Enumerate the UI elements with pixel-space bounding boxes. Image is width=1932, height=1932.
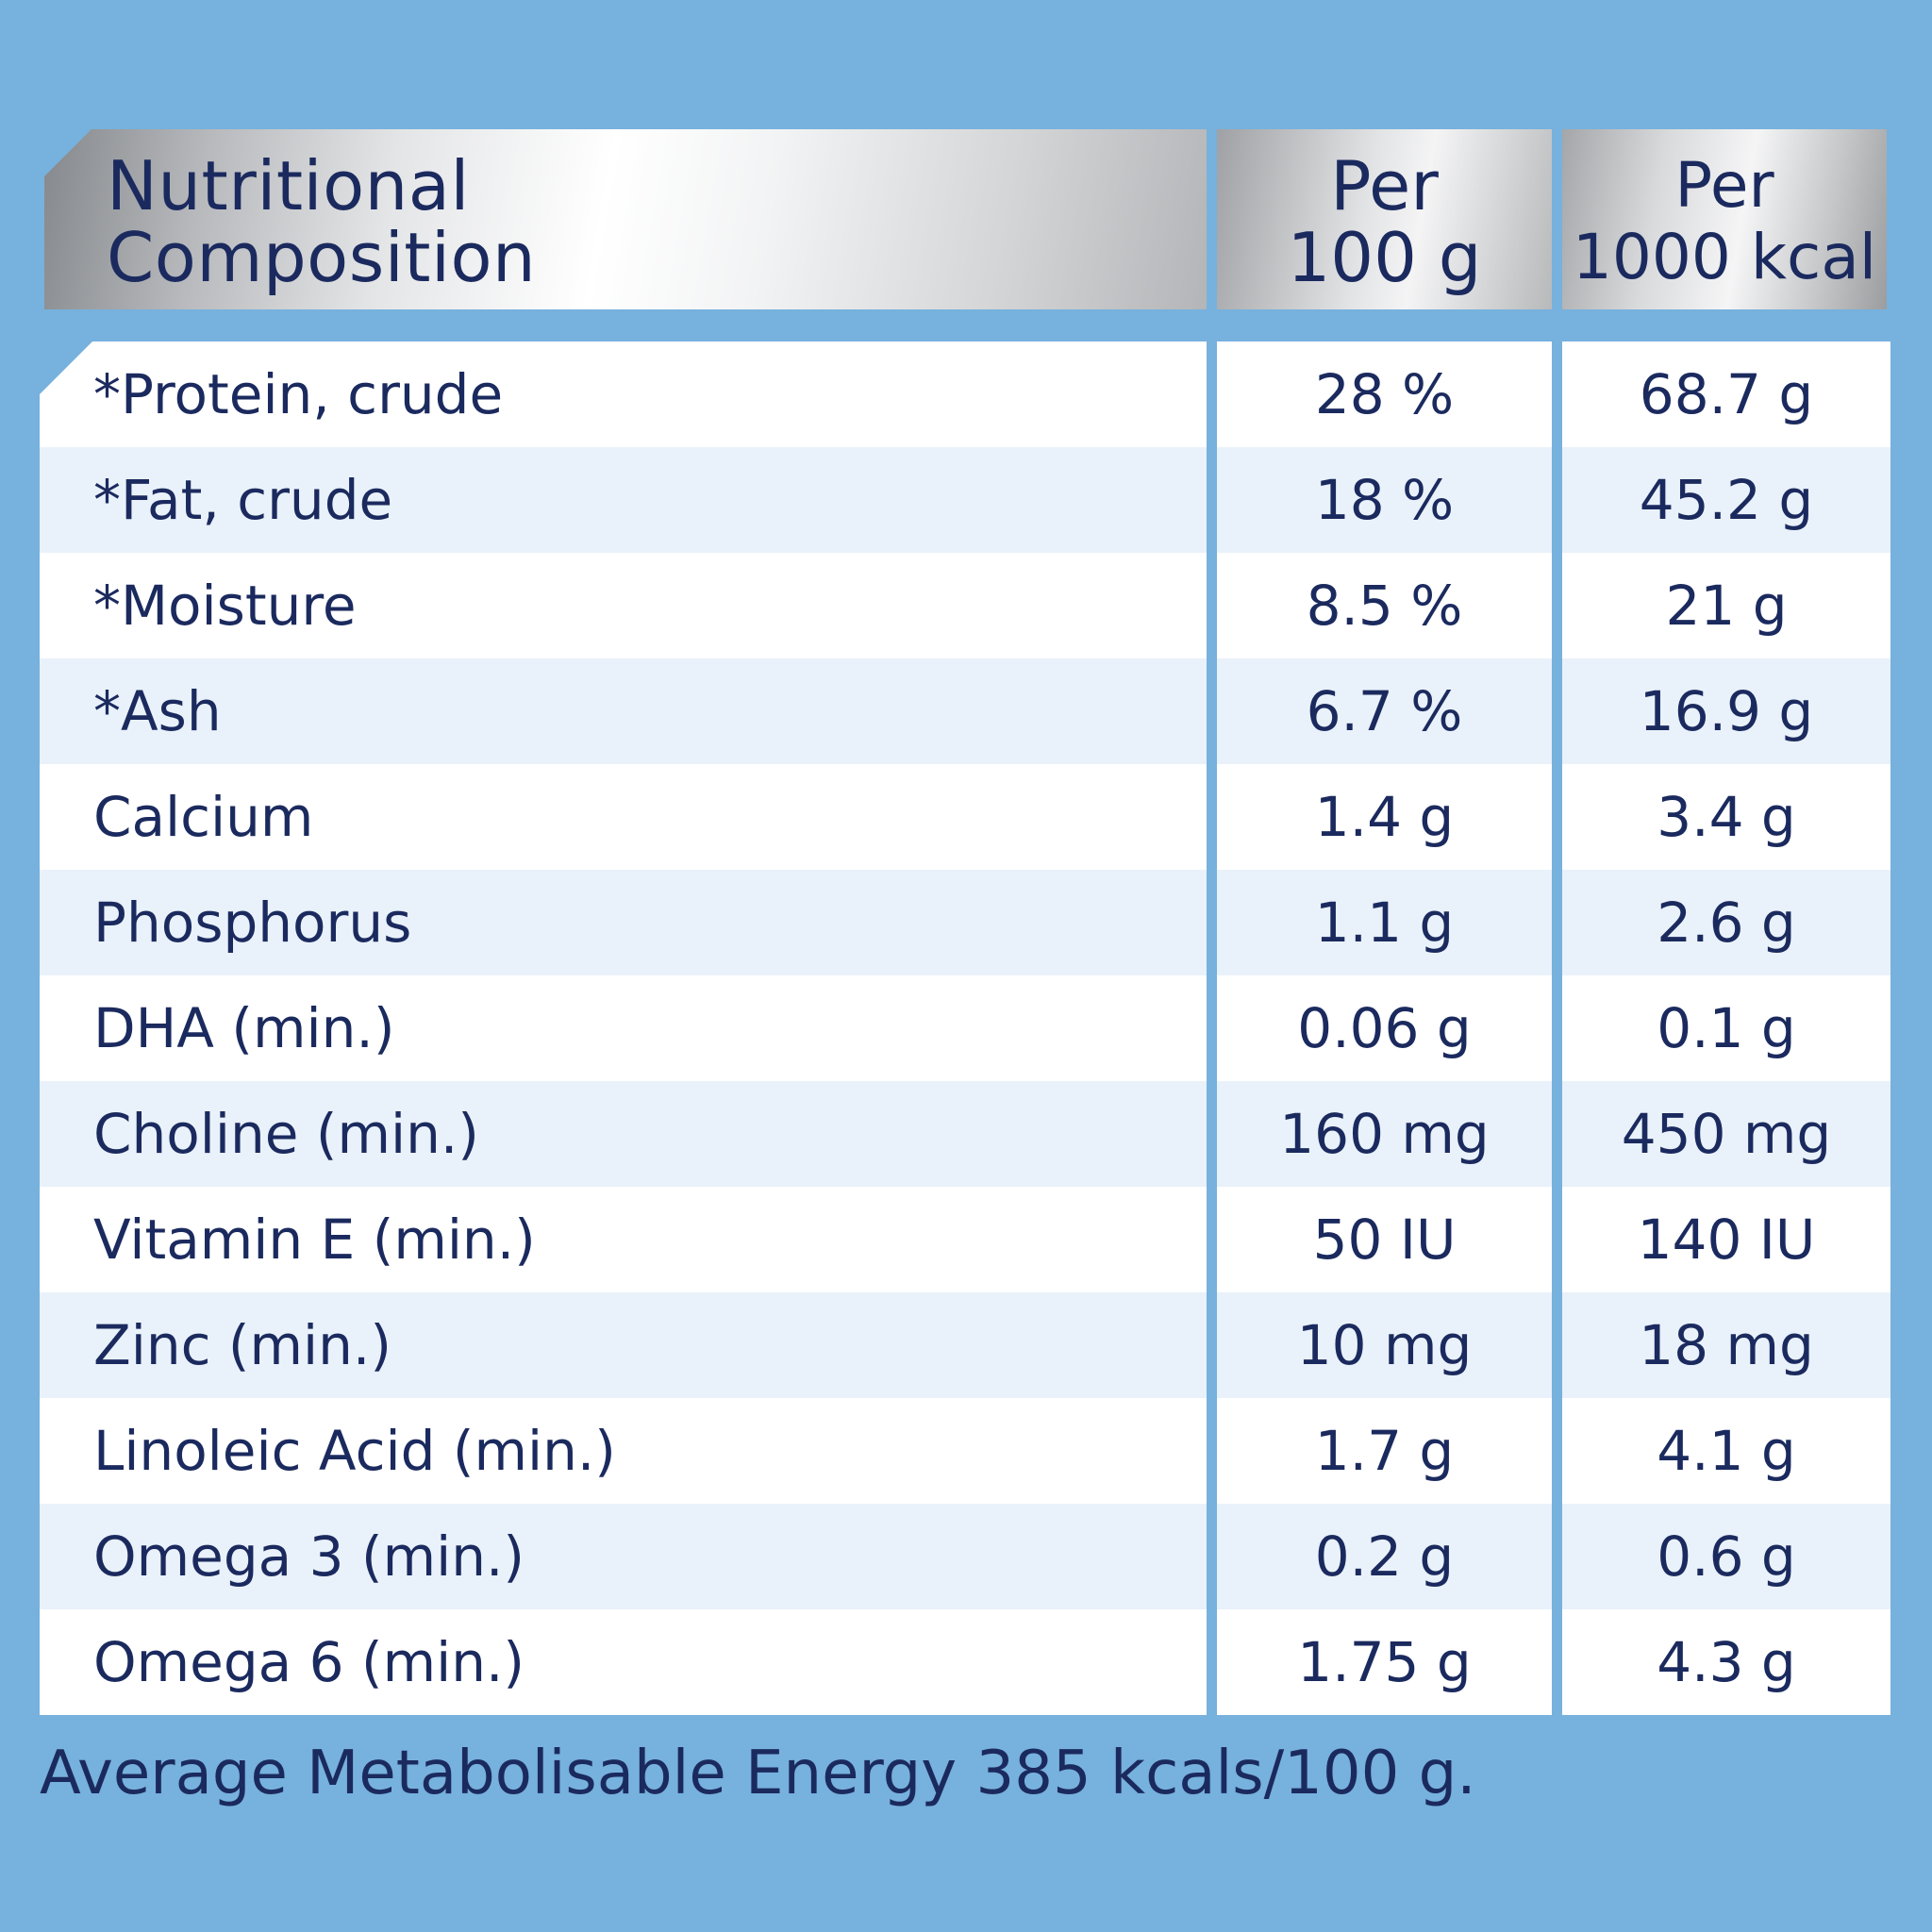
column-divider (1552, 341, 1562, 1719)
value-per-100g: 1.75 g (1297, 1630, 1472, 1694)
nutrient-name: Choline (min.) (93, 1102, 479, 1166)
table-row: Omega 6 (min.) 1.75 g 4.3 g (40, 1609, 1890, 1715)
table-row: Choline (min.) 160 mg 450 mg (40, 1081, 1890, 1187)
value-per-100g: 160 mg (1279, 1102, 1490, 1166)
table-row: *Moisture 8.5 % 21 g (40, 553, 1890, 658)
header-label: Per 1000 kcal (1572, 149, 1877, 293)
value-per-1000kcal: 0.6 g (1657, 1524, 1796, 1589)
value-per-100g: 50 IU (1312, 1208, 1457, 1272)
value-per-100g: 10 mg (1296, 1313, 1473, 1377)
table-row: DHA (min.) 0.06 g 0.1 g (40, 975, 1890, 1081)
column-divider (1207, 341, 1217, 1719)
nutrient-name: Omega 3 (min.) (93, 1524, 525, 1589)
value-per-1000kcal: 2.6 g (1657, 891, 1796, 955)
value-per-100g: 6.7 % (1306, 679, 1463, 743)
value-per-100g: 8.5 % (1306, 574, 1463, 638)
value-per-1000kcal: 4.1 g (1657, 1419, 1796, 1483)
nutrient-name: Zinc (min.) (93, 1313, 391, 1377)
value-per-1000kcal: 450 mg (1621, 1102, 1832, 1166)
value-per-100g: 1.1 g (1314, 891, 1455, 955)
value-per-1000kcal: 4.3 g (1657, 1630, 1796, 1694)
table-row: Zinc (min.) 10 mg 18 mg (40, 1292, 1890, 1398)
value-per-1000kcal: 21 g (1665, 574, 1788, 638)
table-row: Linoleic Acid (min.) 1.7 g 4.1 g (40, 1398, 1890, 1504)
nutrient-name: Vitamin E (min.) (93, 1208, 536, 1272)
table-row: *Protein, crude 28 % 68.7 g (40, 341, 1890, 447)
table-row: Omega 3 (min.) 0.2 g 0.6 g (40, 1504, 1890, 1609)
table-row: *Fat, crude 18 % 45.2 g (40, 447, 1890, 553)
header-nutritional-composition: Nutritional Composition (44, 129, 1207, 309)
table-row: Vitamin E (min.) 50 IU 140 IU (40, 1187, 1890, 1292)
value-per-100g: 0.06 g (1297, 996, 1472, 1060)
nutrient-name: *Fat, crude (93, 468, 393, 532)
value-per-100g: 1.4 g (1314, 785, 1455, 849)
value-per-1000kcal: 0.1 g (1657, 996, 1796, 1060)
energy-footnote: Average Metabolisable Energy 385 kcals/1… (40, 1739, 1476, 1808)
value-per-1000kcal: 45.2 g (1639, 468, 1814, 532)
value-per-100g: 1.7 g (1314, 1419, 1455, 1483)
value-per-1000kcal: 16.9 g (1639, 679, 1814, 743)
value-per-100g: 18 % (1314, 468, 1455, 532)
nutrient-name: Linoleic Acid (min.) (93, 1419, 616, 1483)
nutrition-table: *Protein, crude 28 % 68.7 g *Fat, crude 18 %… (40, 341, 1890, 1719)
value-per-100g: 0.2 g (1314, 1524, 1455, 1589)
table-row: *Ash 6.7 % 16.9 g (40, 658, 1890, 764)
value-per-100g: 28 % (1314, 362, 1455, 426)
nutrient-name: DHA (min.) (93, 996, 395, 1060)
table-row: Calcium 1.4 g 3.4 g (40, 764, 1890, 870)
nutrient-name: *Protein, crude (93, 362, 504, 426)
value-per-1000kcal: 18 mg (1639, 1313, 1814, 1377)
header-label: Per 100 g (1287, 146, 1482, 297)
header-per-1000kcal: Per 1000 kcal (1562, 129, 1887, 309)
table-row: Phosphorus 1.1 g 2.6 g (40, 870, 1890, 975)
nutrient-name: Calcium (93, 785, 314, 849)
header-label: Nutritional Composition (107, 146, 537, 297)
value-per-1000kcal: 68.7 g (1639, 362, 1814, 426)
nutrient-name: Omega 6 (min.) (93, 1630, 525, 1694)
nutrient-name: Phosphorus (93, 891, 412, 955)
nutrient-name: *Ash (93, 679, 222, 743)
value-per-1000kcal: 140 IU (1637, 1208, 1816, 1272)
nutrient-name: *Moisture (93, 574, 357, 638)
header-per-100g: Per 100 g (1217, 129, 1552, 309)
value-per-1000kcal: 3.4 g (1657, 785, 1796, 849)
